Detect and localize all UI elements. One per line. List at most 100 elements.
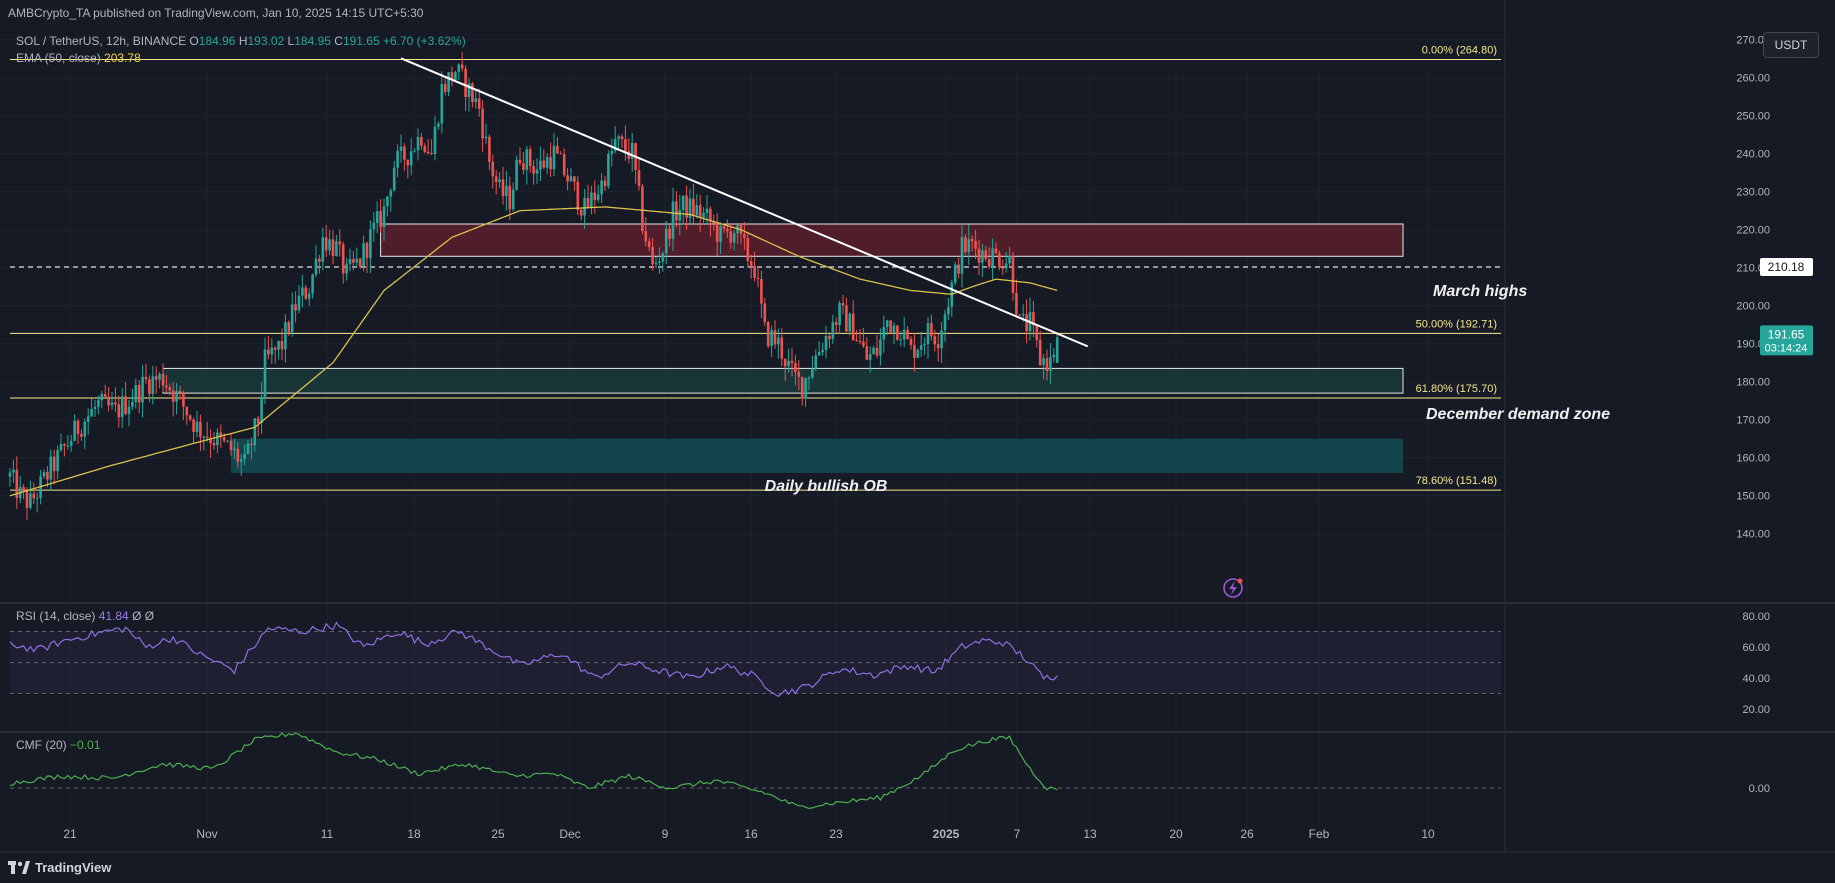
candle-body	[658, 261, 661, 263]
candle-body	[1004, 263, 1008, 269]
tradingview-logo-text: TradingView	[35, 859, 112, 875]
candle-body	[675, 201, 678, 221]
price-axes: 270.00260.00250.00240.00230.00220.00210.…	[63, 35, 1813, 841]
annotation-december-demand: December demand zone	[1426, 406, 1610, 423]
candle-body	[698, 205, 702, 218]
candle-body	[984, 250, 988, 260]
x-tick-label: 20	[1169, 827, 1183, 841]
candle-body	[205, 436, 209, 438]
candle-body	[1038, 339, 1042, 365]
candle-body	[83, 421, 87, 437]
x-tick-label: 2025	[933, 827, 960, 841]
candle-body	[243, 453, 246, 460]
candle-body	[872, 347, 875, 355]
y-tick-label: 230.00	[1736, 187, 1770, 199]
ema-legend: EMA (50, close) 203.78	[16, 51, 141, 65]
candle-body	[297, 295, 301, 311]
candle-body	[481, 108, 484, 139]
candle-body	[688, 198, 692, 218]
candle-body	[90, 409, 93, 417]
x-tick-label: 23	[829, 827, 843, 841]
candle-body	[362, 243, 365, 267]
candle-body	[328, 239, 331, 251]
candle-body	[311, 274, 314, 294]
candle-body	[678, 209, 682, 221]
candle-body	[692, 198, 695, 216]
ema-path	[9, 206, 1058, 497]
lightning-icon[interactable]	[1223, 578, 1243, 598]
candle-body	[790, 360, 794, 364]
fib-label: 0.00% (264.80)	[1422, 44, 1497, 56]
x-tick-label: Dec	[559, 827, 580, 841]
candle-body	[542, 160, 546, 168]
candle-body	[35, 497, 39, 499]
candle-body	[273, 347, 277, 350]
candle-body	[100, 393, 104, 401]
candle-body	[590, 192, 593, 208]
symbol-name: SOL / TetherUS, 12h, BINANCE	[16, 34, 187, 48]
rsi-tick-label: 60.00	[1742, 642, 1770, 654]
candle-body	[824, 336, 828, 351]
candle-body	[365, 243, 369, 259]
candle-body	[267, 349, 270, 355]
candle-body	[287, 322, 291, 333]
candle-body	[1042, 358, 1045, 365]
x-tick-label: 11	[321, 827, 334, 841]
candle-body	[892, 325, 896, 333]
pane-separator	[0, 731, 1835, 733]
y-tick-label: 260.00	[1736, 73, 1770, 85]
candle-body	[811, 368, 814, 378]
candle-body	[783, 358, 787, 367]
candle-body	[838, 303, 841, 326]
candle-body	[144, 376, 148, 380]
candle-body	[644, 230, 648, 242]
candle-body	[641, 186, 644, 231]
candle-body	[195, 421, 199, 433]
candle-body	[1008, 255, 1011, 264]
candle-body	[165, 385, 168, 388]
candle-body	[86, 416, 90, 422]
candle-body	[766, 322, 770, 347]
candle-body	[610, 150, 614, 154]
rsi-extra: Ø Ø	[132, 609, 155, 623]
candle-body	[539, 160, 542, 170]
candle-body	[654, 262, 658, 265]
pane-separator	[0, 602, 1835, 604]
candle-body	[66, 445, 70, 447]
candle-body	[110, 402, 114, 406]
currency-button[interactable]: USDT	[1763, 32, 1819, 58]
candle-body	[613, 138, 617, 151]
march-highs-tag-text: 210.18	[1768, 260, 1805, 274]
candle-body	[437, 123, 440, 127]
candle-body	[301, 287, 304, 296]
candle-body	[188, 415, 192, 420]
candle-body	[467, 83, 471, 97]
candle-body	[338, 241, 342, 245]
candle-body	[729, 231, 733, 243]
candle-body	[1011, 255, 1015, 293]
candle-body	[345, 263, 348, 274]
candle-body	[389, 190, 393, 197]
candle-body	[212, 443, 216, 446]
candle-body	[277, 340, 280, 350]
candle-body	[953, 264, 957, 283]
candle-body	[756, 277, 760, 279]
candle-body	[831, 322, 835, 340]
candle-body	[80, 433, 83, 437]
lightning-circle	[1223, 578, 1243, 598]
cmf-tick-label: 0.00	[1749, 783, 1770, 795]
y-tick-label: 220.00	[1736, 225, 1770, 237]
candle-body	[355, 258, 359, 263]
y-tick-label: 140.00	[1736, 529, 1770, 541]
candle-body	[331, 239, 335, 257]
candle-body	[947, 306, 950, 315]
candle-body	[127, 406, 131, 414]
tradingview-footer[interactable]: TradingView	[8, 858, 111, 876]
candle-body	[923, 344, 926, 346]
ema-value: 203.78	[104, 51, 141, 65]
high-label: H	[238, 34, 248, 48]
candle-body	[583, 198, 586, 216]
candle-body	[263, 349, 267, 397]
candle-body	[440, 83, 444, 124]
